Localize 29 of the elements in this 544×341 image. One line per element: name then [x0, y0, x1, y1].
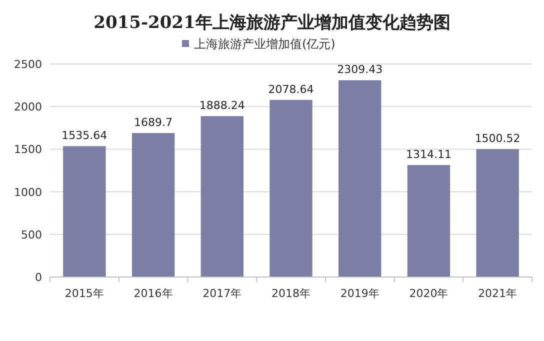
bar [200, 116, 244, 277]
x-tick-label: 2020年 [409, 287, 448, 300]
x-tick-label: 2016年 [134, 287, 173, 300]
data-label: 2309.43 [337, 63, 383, 76]
y-tick-label: 1000 [14, 186, 42, 199]
bar [407, 165, 450, 277]
bar [338, 80, 382, 277]
bar [270, 100, 312, 277]
y-tick-label: 2000 [14, 100, 42, 114]
y-tick-label: 1500 [14, 143, 42, 156]
x-tick-label: 2017年 [202, 287, 242, 300]
bar [63, 146, 106, 277]
data-label: 1888.24 [199, 99, 245, 112]
y-tick-label: 500 [21, 228, 42, 242]
y-tick-label: 2500 [14, 58, 42, 71]
data-label: 1314.11 [406, 148, 452, 162]
bar [476, 149, 519, 277]
data-label: 2078.64 [268, 82, 314, 96]
data-label: 1500.52 [474, 132, 520, 146]
bar [132, 133, 175, 277]
data-label: 1535.64 [62, 129, 108, 142]
x-tick-label: 2019年 [340, 287, 380, 300]
x-tick-label: 2015年 [64, 287, 104, 300]
x-tick-label: 2018年 [272, 287, 310, 300]
legend-label: 上海旅游产业增加值(亿元) [194, 37, 336, 51]
x-tick-label: 2021年 [478, 287, 518, 300]
chart-title: 2015-2021年上海旅游产业增加值变化趋势图 [94, 13, 450, 33]
data-label: 1689.7 [134, 116, 173, 130]
y-tick-label: 0 [35, 271, 42, 284]
